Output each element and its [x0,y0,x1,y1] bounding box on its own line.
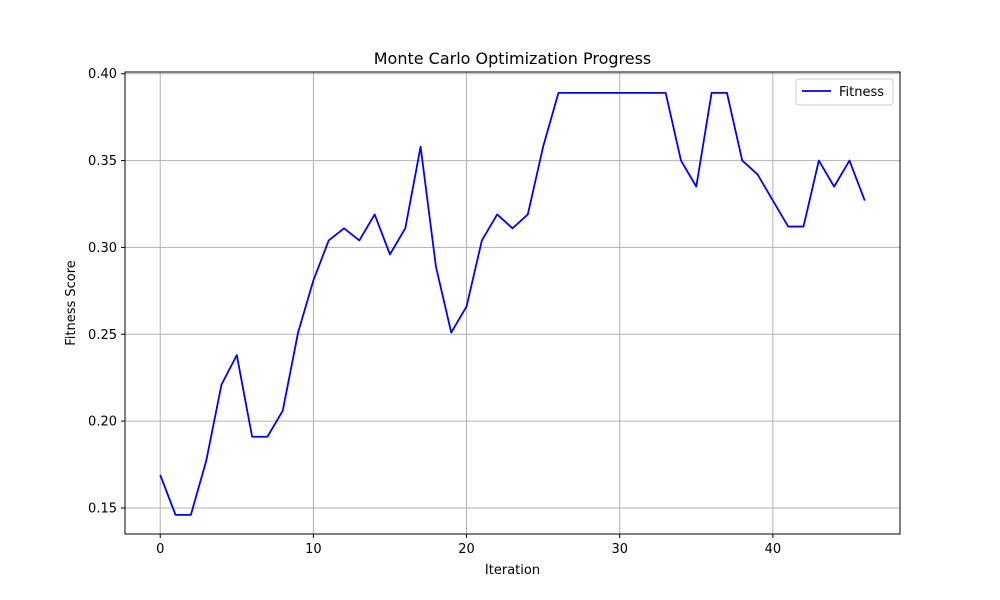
legend-box [795,78,894,106]
legend-label-fitness: Fitness [839,85,884,100]
y-tick-label: 0.15 [88,501,117,516]
series-line-fitness [159,91,866,516]
x-tick-label: 30 [611,542,628,557]
series-lines [159,91,866,516]
x-axis-title: Iteration [485,563,540,578]
x-tick-label: 20 [458,542,475,557]
chart-title: Monte Carlo Optimization Progress [374,49,652,68]
legend: Fitness [795,78,894,106]
y-tick-label: 0.35 [88,154,117,169]
y-tick-label: 0.30 [88,241,117,256]
plot-frame [124,71,901,535]
x-tick-label: 40 [765,542,782,557]
y-tick-label: 0.40 [88,67,117,82]
y-axis-title: Fitness Score [64,260,79,346]
y-axis-ticks: 0.15 0.20 0.25 0.30 0.35 0.40 [88,67,125,516]
x-axis-ticks: 0 10 20 30 40 [156,534,781,557]
x-tick-label: 10 [305,542,322,557]
y-tick-label: 0.25 [88,328,117,343]
x-tick-label: 0 [156,542,164,557]
y-tick-label: 0.20 [88,415,117,430]
